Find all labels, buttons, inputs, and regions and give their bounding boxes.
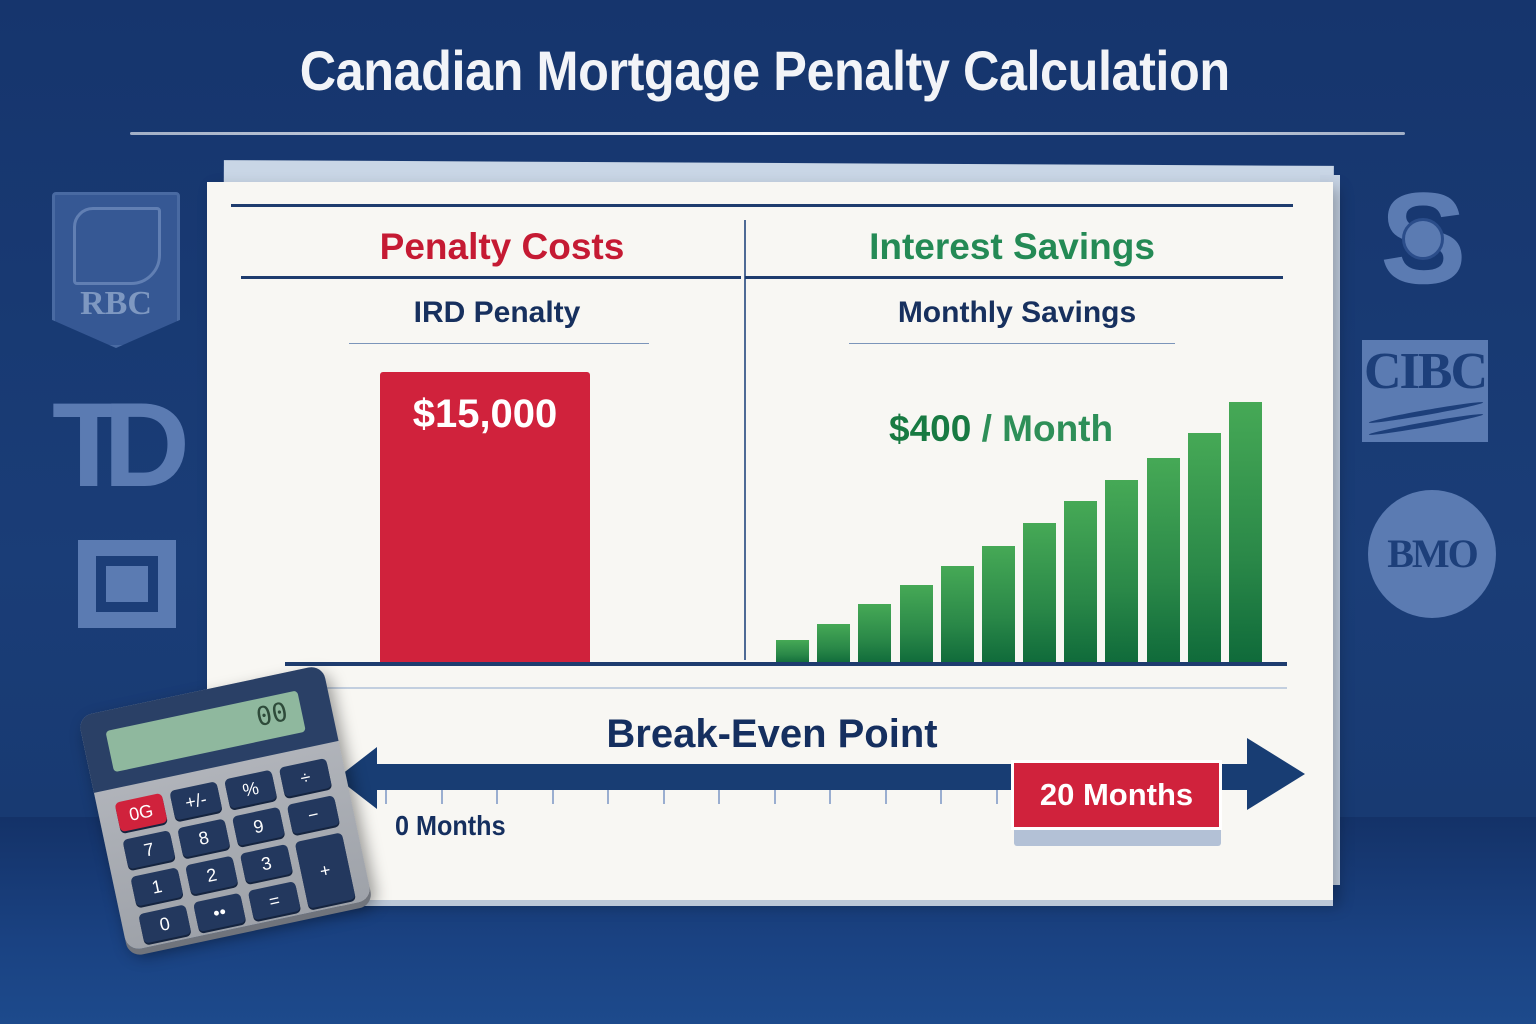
savings-bar — [1187, 433, 1221, 664]
penalty-amount: $15,000 — [412, 392, 558, 436]
rbc-logo-icon: RBC — [52, 192, 180, 348]
rbc-logo-text: RBC — [80, 285, 152, 322]
savings-bar — [1146, 458, 1180, 664]
ird-penalty-label: IRD Penalty — [413, 296, 581, 329]
calculator-key: 7 — [122, 830, 176, 870]
timeline-tick — [440, 790, 443, 804]
savings-bar — [1064, 501, 1098, 664]
rbc-lion-icon — [73, 207, 161, 285]
calculator-key: 2 — [185, 855, 239, 895]
arrow-right-icon — [1247, 738, 1305, 810]
break-even-months-badge: 20 Months — [1011, 760, 1222, 830]
square-spiral-core — [114, 574, 140, 594]
monthly-savings-label: Monthly Savings — [897, 296, 1137, 329]
savings-bar — [981, 546, 1015, 664]
calculator-key: − — [286, 795, 340, 835]
savings-rate-amount: $400 — [889, 408, 972, 449]
calculator-key: 8 — [177, 818, 231, 858]
calculator-icon: 00 0G +/-% ÷ 7 8 9−1 2 3 +0 •• = — [77, 664, 373, 952]
savings-bar — [858, 604, 892, 664]
savings-bar — [1105, 480, 1139, 664]
timeline-tick — [496, 790, 498, 804]
chart-card: Penalty Costs IRD Penalty $15,000 Intere… — [207, 182, 1333, 900]
monthly-savings-underline — [849, 343, 1175, 344]
td-logo-icon: TD — [52, 378, 190, 512]
savings-bar — [940, 566, 974, 664]
timeline-tick — [607, 790, 609, 804]
savings-heading-rule — [745, 276, 1283, 279]
penalty-costs-heading: Penalty Costs — [379, 226, 625, 267]
interest-savings-heading: Interest Savings — [869, 226, 1155, 267]
calculator-display-value: 00 — [253, 697, 291, 734]
timeline-tick — [884, 790, 887, 804]
chart-baseline — [285, 662, 1287, 666]
ird-underline — [349, 343, 649, 344]
top-rule — [231, 204, 1293, 207]
cibc-logo-text: CIBC — [1363, 343, 1488, 400]
savings-bar — [899, 585, 933, 664]
calculator-key: 9 — [231, 806, 286, 847]
timeline-tick — [718, 790, 720, 804]
timeline-tick — [551, 790, 554, 804]
savings-bar — [817, 624, 851, 664]
timeline-tick — [995, 790, 998, 804]
square-spiral-inner — [96, 556, 158, 612]
page-title: Canadian Mortgage Penalty Calculation — [299, 39, 1230, 102]
break-even-title: Break-Even Point — [606, 712, 938, 756]
square-spiral-logo-icon — [78, 540, 176, 628]
timeline-tick — [773, 790, 776, 804]
savings-rate-unit: / Month — [971, 408, 1114, 449]
timeline-tick — [662, 790, 665, 804]
calculator-key: 1 — [130, 867, 184, 907]
bmo-logo-icon: BMO — [1368, 490, 1496, 618]
timeline-tick — [385, 790, 387, 804]
cibc-swoosh-icon — [1368, 411, 1484, 438]
penalty-heading-rule — [241, 276, 741, 279]
timeline-tick — [829, 790, 831, 804]
break-even-months-label: 20 Months — [1039, 777, 1194, 812]
globe-icon — [1402, 218, 1444, 260]
bmo-logo-text: BMO — [1387, 531, 1479, 576]
section-divider — [305, 687, 1287, 689]
savings-rate-label: $400 / Month — [889, 408, 1113, 450]
cibc-logo-icon: CIBC — [1362, 340, 1488, 442]
start-months-label: 0 Months — [395, 810, 506, 841]
calculator-key: 3 — [239, 843, 294, 884]
savings-bar-chart — [775, 382, 1269, 664]
scotiabank-logo-icon: S — [1380, 173, 1467, 303]
column-divider — [744, 220, 746, 660]
savings-bar — [1023, 523, 1056, 664]
timeline-tick — [940, 790, 942, 804]
penalty-bar: $15,000 — [380, 372, 590, 664]
savings-bar — [1228, 402, 1262, 664]
title-underline — [130, 132, 1405, 135]
savings-bar — [776, 640, 809, 664]
